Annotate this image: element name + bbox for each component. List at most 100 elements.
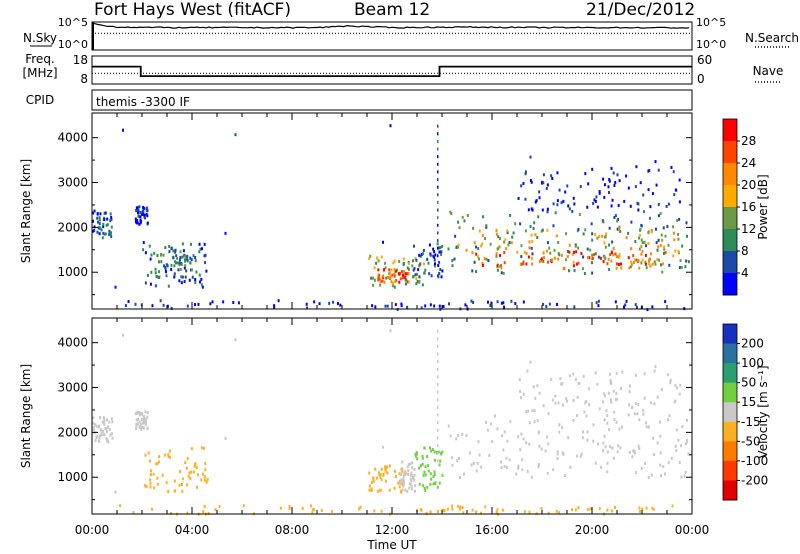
velocity-colorbar-tick-label: -100 bbox=[741, 454, 768, 468]
velocity-scatter-cell bbox=[423, 486, 426, 490]
power-scatter-cell bbox=[540, 181, 543, 185]
velocity-scatter-cell bbox=[645, 425, 648, 429]
velocity-scatter-cell bbox=[437, 329, 439, 333]
power-scatter-cell bbox=[127, 300, 130, 304]
power-scatter-cell bbox=[438, 260, 441, 264]
velocity-scatter-cell bbox=[496, 427, 499, 431]
velocity-scatter-cell bbox=[499, 460, 502, 464]
velocity-scatter-cell bbox=[92, 428, 95, 432]
velocity-scatter-cell bbox=[411, 476, 414, 480]
power-scatter-cell bbox=[661, 262, 664, 266]
velocity-scatter-cell bbox=[603, 394, 606, 398]
power-scatter-cell bbox=[146, 221, 149, 225]
velocity-scatter-cell bbox=[430, 449, 433, 453]
power-scatter-cell bbox=[614, 300, 617, 304]
velocity-scatter-cell bbox=[598, 507, 601, 511]
power-scatter-cell bbox=[148, 244, 151, 248]
power-scatter-cell bbox=[649, 216, 652, 220]
power-scatter-cell bbox=[162, 303, 165, 307]
power-ytick-label: 1000 bbox=[57, 265, 88, 279]
power-scatter-cell bbox=[377, 275, 380, 279]
power-scatter-cell bbox=[638, 266, 641, 270]
velocity-colorbar-swatch bbox=[723, 402, 737, 423]
velocity-scatter-cell bbox=[556, 457, 559, 461]
velocity-scatter-cell bbox=[386, 465, 389, 469]
power-scatter-cell bbox=[424, 268, 427, 272]
power-scatter-cell bbox=[629, 265, 632, 269]
velocity-scatter-cell bbox=[638, 447, 641, 451]
velocity-scatter-cell bbox=[574, 508, 577, 512]
power-scatter-cell bbox=[577, 261, 580, 265]
velocity-scatter-cell bbox=[161, 473, 164, 477]
power-scatter-cell bbox=[170, 306, 173, 310]
velocity-scatter-cell bbox=[612, 456, 615, 460]
velocity-scatter-cell bbox=[528, 510, 531, 514]
velocity-scatter-cell bbox=[416, 457, 419, 461]
velocity-scatter-cell bbox=[138, 411, 141, 415]
velocity-scatter-cell bbox=[377, 471, 380, 475]
power-scatter-cell bbox=[437, 185, 439, 189]
power-scatter-cell bbox=[194, 255, 197, 259]
power-scatter-cell bbox=[612, 171, 615, 175]
power-scatter-cell bbox=[634, 185, 637, 189]
velocity-scatter-cell bbox=[485, 420, 488, 424]
power-scatter-cell bbox=[591, 253, 594, 257]
velocity-colorbar-swatch bbox=[723, 441, 737, 462]
power-scatter-cell bbox=[642, 193, 645, 197]
cpid-label: CPID bbox=[26, 93, 54, 107]
power-scatter-cell bbox=[498, 245, 501, 249]
velocity-scatter-cell bbox=[426, 455, 429, 459]
velocity-scatter-cell bbox=[615, 372, 618, 376]
power-scatter-cell bbox=[313, 300, 316, 304]
velocity-scatter-cell bbox=[659, 451, 662, 455]
velocity-scatter-cell bbox=[137, 417, 140, 421]
power-scatter-cell bbox=[637, 259, 640, 263]
velocity-scatter-cell bbox=[675, 428, 678, 432]
power-scatter-cell bbox=[571, 209, 574, 213]
power-scatter-cell bbox=[598, 190, 601, 194]
power-scatter-cell bbox=[167, 284, 170, 288]
power-scatter-cell bbox=[498, 236, 501, 240]
power-scatter-cell bbox=[110, 215, 113, 219]
power-scatter-cell bbox=[572, 196, 575, 200]
power-colorbar-tick-label: 24 bbox=[741, 156, 756, 170]
power-scatter-cell bbox=[413, 267, 416, 271]
power-scatter-cell bbox=[644, 244, 647, 248]
velocity-scatter-cell bbox=[654, 365, 657, 369]
velocity-scatter-cell bbox=[378, 473, 381, 477]
power-scatter-cell bbox=[594, 252, 597, 256]
power-scatter-cell bbox=[640, 252, 643, 256]
power-scatter-cell bbox=[415, 258, 418, 262]
nave-right-label: Nave bbox=[753, 64, 784, 78]
velocity-scatter-cell bbox=[561, 451, 564, 455]
velocity-scatter-cell bbox=[538, 391, 541, 395]
velocity-scatter-cell bbox=[149, 478, 152, 482]
power-scatter-cell bbox=[139, 221, 142, 225]
velocity-scatter-cell bbox=[109, 433, 112, 437]
velocity-scatter-cell bbox=[603, 434, 606, 438]
power-scatter-cell bbox=[457, 245, 460, 249]
velocity-scatter-cell bbox=[674, 383, 677, 387]
velocity-scatter-cell bbox=[167, 454, 170, 458]
power-scatter-cell bbox=[524, 197, 527, 201]
power-scatter-cell bbox=[400, 302, 403, 306]
power-scatter-cell bbox=[384, 304, 387, 308]
power-scatter-cell bbox=[524, 229, 527, 233]
power-scatter-cell bbox=[538, 196, 541, 200]
power-scatter-cell bbox=[165, 274, 168, 278]
velocity-scatter-cell bbox=[660, 388, 663, 392]
velocity-scatter-cell bbox=[486, 428, 489, 432]
power-scatter-cell bbox=[426, 257, 429, 261]
power-scatter-cell bbox=[594, 199, 597, 203]
power-scatter-cell bbox=[607, 191, 610, 195]
power-scatter-cell bbox=[583, 272, 586, 276]
velocity-scatter-cell bbox=[659, 463, 662, 467]
power-scatter-cell bbox=[182, 249, 185, 253]
velocity-scatter-cell bbox=[168, 449, 171, 453]
velocity-scatter-cell bbox=[519, 448, 522, 452]
power-scatter-cell bbox=[477, 247, 480, 251]
velocity-scatter-cell bbox=[613, 505, 616, 509]
velocity-scatter-cell bbox=[671, 504, 674, 508]
velocity-scatter-cell bbox=[429, 472, 432, 476]
power-scatter-cell bbox=[197, 302, 200, 306]
